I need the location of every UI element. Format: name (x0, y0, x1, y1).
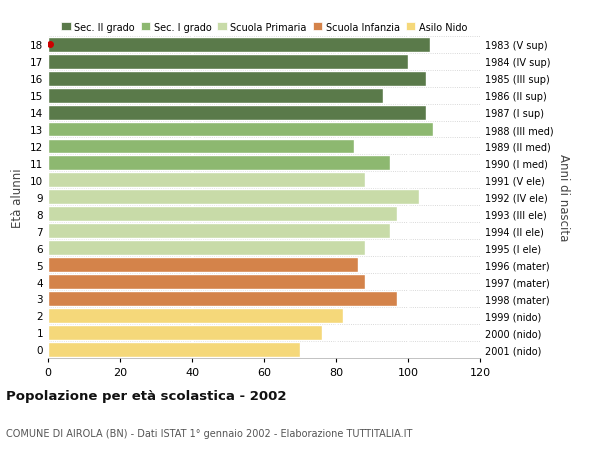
Text: Popolazione per età scolastica - 2002: Popolazione per età scolastica - 2002 (6, 389, 287, 403)
Bar (48, 72, 426, 86)
Bar (48, 122, 433, 137)
Y-axis label: Età alunni: Età alunni (11, 168, 25, 227)
Bar (48, 106, 426, 120)
Text: COMUNE DI AIROLA (BN) - Dati ISTAT 1° gennaio 2002 - Elaborazione TUTTITALIA.IT: COMUNE DI AIROLA (BN) - Dati ISTAT 1° ge… (6, 428, 412, 438)
Bar (48, 257, 358, 273)
Bar (48, 190, 419, 205)
Bar (48, 241, 365, 256)
Bar (48, 89, 383, 103)
Bar (48, 224, 390, 239)
Bar (48, 139, 354, 154)
Bar (48, 173, 365, 188)
Bar (48, 156, 390, 171)
Y-axis label: Anni di nascita: Anni di nascita (557, 154, 570, 241)
Bar (48, 38, 430, 53)
Legend: Sec. II grado, Sec. I grado, Scuola Primaria, Scuola Infanzia, Asilo Nido: Sec. II grado, Sec. I grado, Scuola Prim… (57, 19, 471, 36)
Bar (48, 325, 322, 340)
Bar (48, 308, 343, 323)
Bar (48, 207, 397, 222)
Bar (48, 342, 300, 357)
Bar (48, 55, 408, 69)
Bar (48, 291, 397, 306)
Bar (48, 274, 365, 289)
